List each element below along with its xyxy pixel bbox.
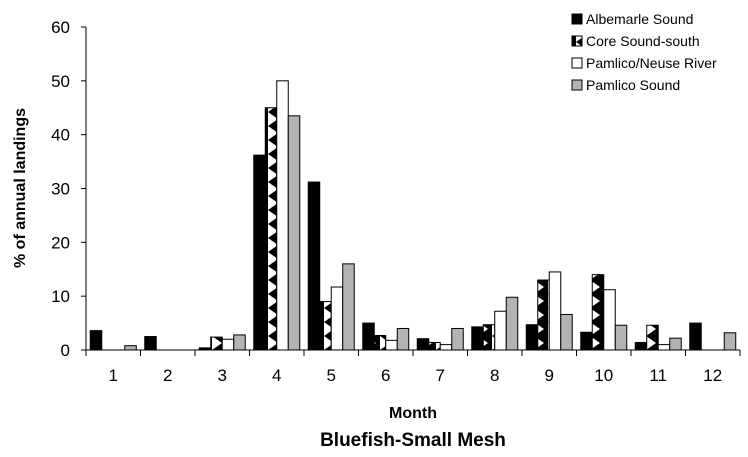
x-axis-title: Month (389, 405, 437, 422)
bar-core-sound-south (373, 334, 387, 351)
bar-albemarle-sound (144, 336, 157, 351)
x-tick-label: 7 (436, 366, 445, 385)
bar-albemarle-sound (471, 326, 484, 351)
y-axis-title: % of annual landings (12, 108, 29, 268)
x-tick-label: 2 (163, 366, 172, 385)
chart-title: Bluefish-Small Mesh (320, 430, 506, 451)
bar-pamlico-sound (451, 327, 464, 351)
bar-albemarle-sound (307, 181, 321, 351)
bar-pamlico-neuse-river (603, 289, 616, 351)
bar-pamlico-sound (723, 332, 737, 351)
bar-pamlico-neuse-river (494, 310, 507, 351)
bar-albemarle-sound (580, 331, 593, 351)
bar-pamlico-sound (396, 327, 410, 351)
bar-albemarle-sound (416, 338, 430, 351)
bar-core-sound-south (264, 107, 278, 351)
bar-core-sound-south (646, 324, 659, 351)
bar-albemarle-sound (634, 341, 648, 351)
legend: Albemarle Sound Core Sound-south Pamlico/N… (571, 11, 717, 93)
x-tick-label: 12 (703, 366, 722, 385)
x-tick-label: 6 (381, 366, 390, 385)
bar-pamlico-sound (505, 296, 519, 351)
bar-core-sound-south (482, 324, 496, 351)
x-tick-label: 3 (218, 366, 227, 385)
bar-pamlico-neuse-river (276, 80, 289, 351)
bar-core-sound-south (428, 341, 441, 351)
x-tick-label: 5 (327, 366, 336, 385)
bar-core-sound-south (210, 336, 223, 351)
bar-core-sound-south (591, 274, 605, 351)
x-tick-label: 1 (109, 366, 118, 385)
y-tick-label: 0 (61, 341, 70, 360)
bar-core-sound-south (537, 279, 550, 351)
legend-label: Core Sound-south (586, 33, 700, 49)
bar-pamlico-sound (233, 334, 246, 351)
legend-swatch (571, 13, 583, 25)
legend-label: Albemarle Sound (586, 11, 693, 27)
bar-pamlico-neuse-river (548, 271, 562, 351)
bar-albemarle-sound (89, 330, 103, 351)
y-tick-label: 50 (51, 72, 70, 91)
bar-pamlico-neuse-river (439, 344, 453, 351)
x-tick-label: 4 (272, 366, 281, 385)
bar-pamlico-neuse-river (330, 286, 344, 351)
x-tick-label: 10 (594, 366, 613, 385)
bar-pamlico-sound (669, 337, 682, 351)
legend-swatch (571, 57, 583, 69)
bar-pamlico-sound (614, 324, 628, 351)
x-tick-label: 9 (545, 366, 554, 385)
bar-pamlico-sound (560, 313, 573, 351)
bar-albemarle-sound (689, 322, 702, 351)
bar-core-sound-south (319, 301, 332, 351)
bar-pamlico-neuse-river (385, 339, 398, 351)
legend-swatch (571, 79, 583, 91)
legend-label: Pamlico/Neuse River (586, 55, 717, 71)
y-tick-label: 20 (51, 233, 70, 252)
y-tick-label: 30 (51, 180, 70, 199)
y-tick-label: 10 (51, 287, 70, 306)
legend-label: Pamlico Sound (586, 77, 680, 93)
bar-albemarle-sound (253, 154, 266, 351)
bar-pamlico-neuse-river (221, 338, 235, 351)
x-tick-label: 11 (649, 366, 667, 385)
bar-pamlico-sound (124, 345, 137, 351)
y-tick-label: 60 (51, 18, 70, 37)
bar-albemarle-sound (362, 322, 375, 351)
bar-pamlico-neuse-river (657, 344, 671, 351)
x-tick-label: 8 (490, 366, 499, 385)
bar-pamlico-sound (342, 263, 355, 351)
bar-pamlico-sound (287, 115, 301, 351)
y-tick-label: 40 (51, 126, 70, 145)
bar-albemarle-sound (198, 347, 212, 351)
legend-swatch (571, 35, 583, 47)
bar-albemarle-sound (525, 324, 539, 351)
